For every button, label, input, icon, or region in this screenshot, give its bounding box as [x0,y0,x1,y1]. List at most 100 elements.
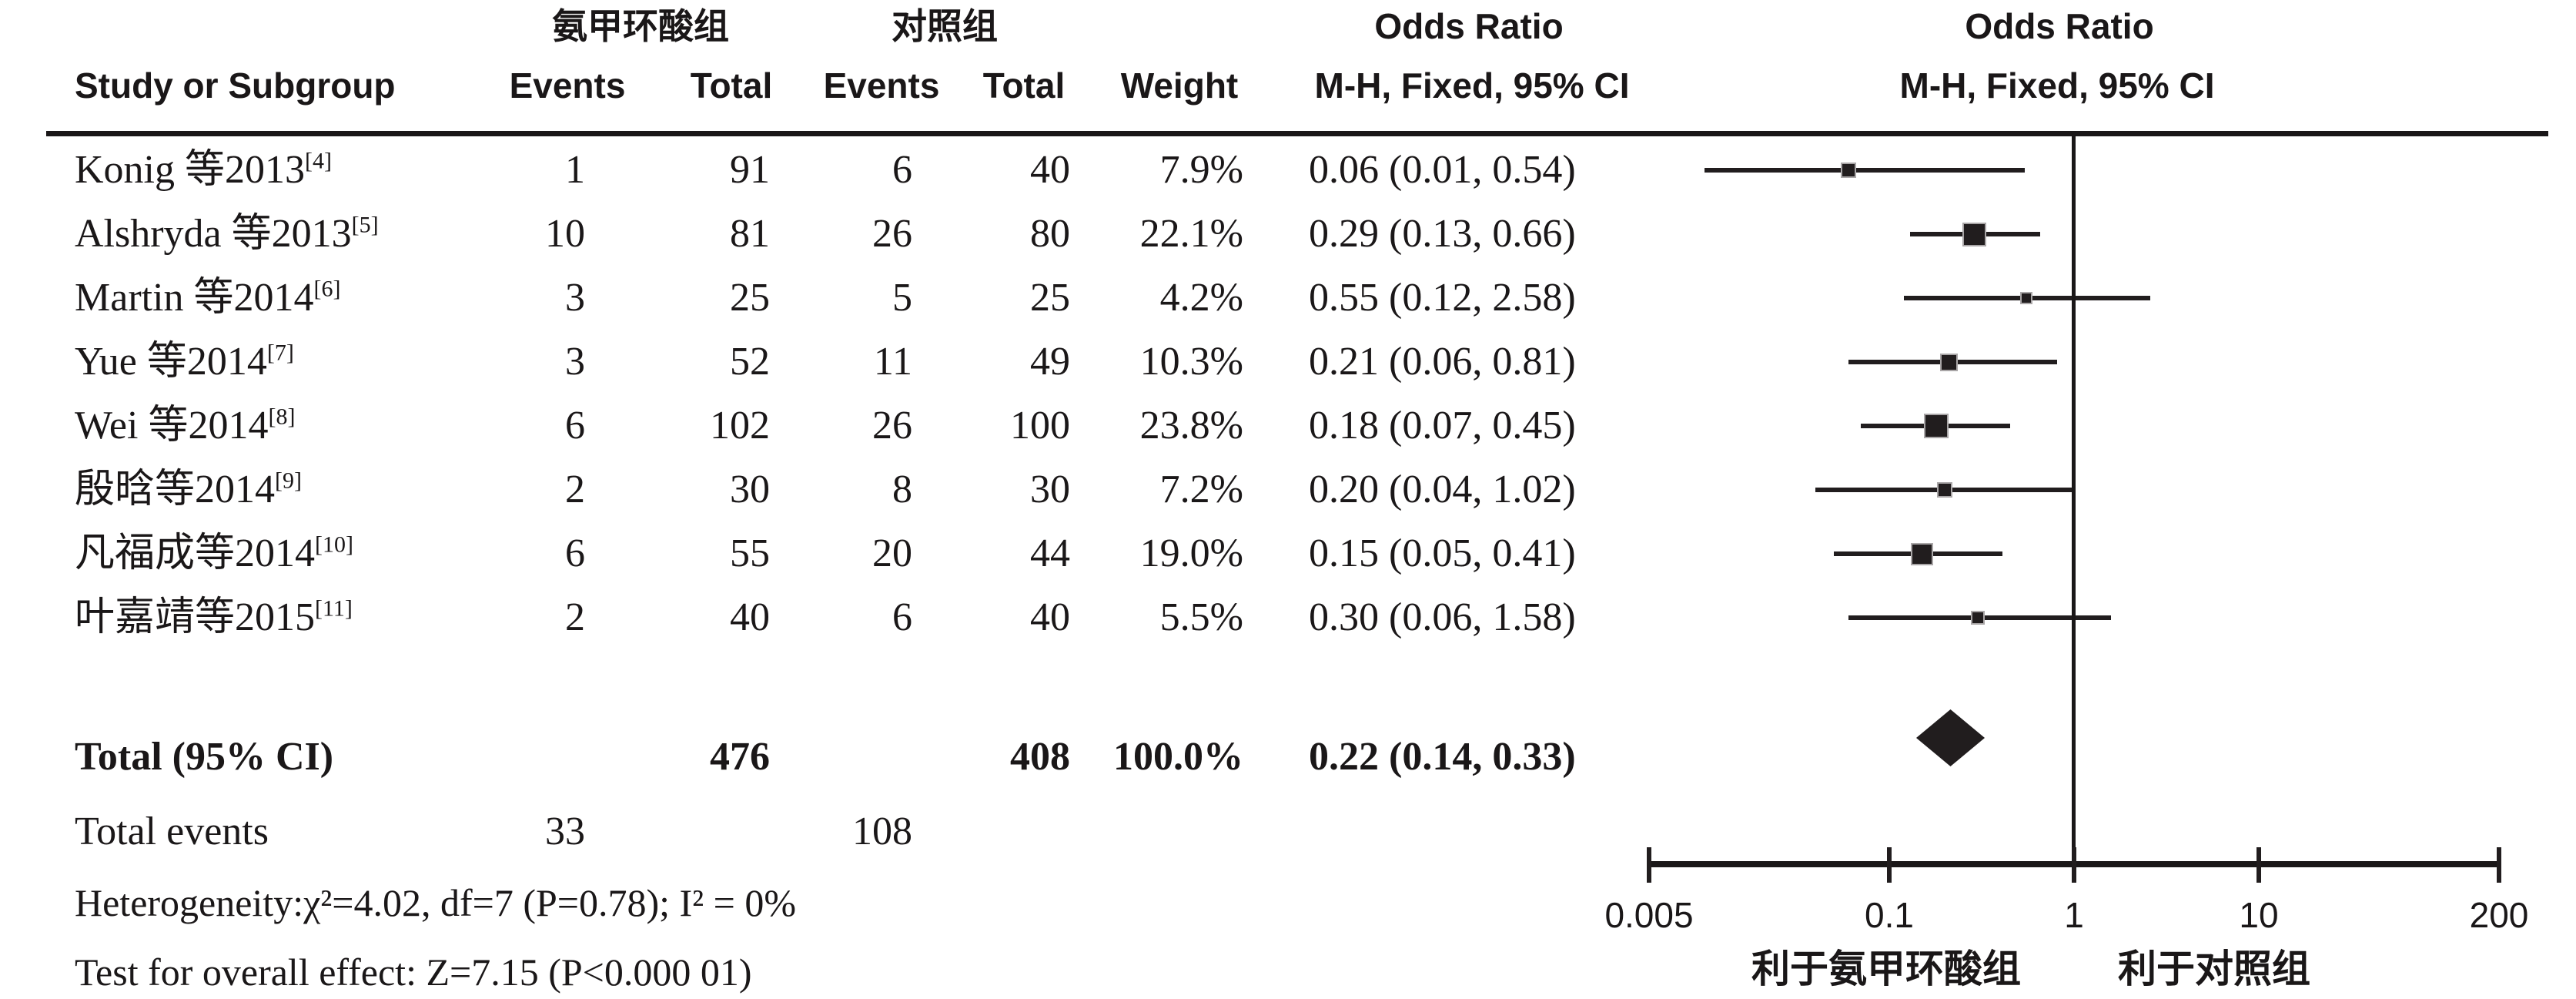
study-ref-superscript: [6] [313,276,341,302]
total1-cell: 25 [730,276,770,320]
odds-ratio-plot-title: Odds Ratio [1965,6,2154,46]
or-ci-cell: 0.06 (0.01, 0.54) [1309,148,1576,192]
study-ref-superscript: [4] [305,148,332,174]
effect-square-marker [1912,545,1932,564]
total-row-total2: 408 [1010,735,1070,779]
x-axis-tick-label: 0.1 [1865,895,1914,935]
total1-cell: 55 [730,531,770,575]
total-row-total1: 476 [710,735,770,779]
events2-column-header: Events [823,65,940,106]
events2-cell: 5 [892,276,912,320]
effect-square-marker [1939,484,1951,496]
total-events-group1: 33 [545,810,585,853]
effect-square-marker [1925,415,1947,437]
favors-left-label: 利于氨甲环酸组 [1751,947,2021,991]
study-label: Yue 等2014[7] [75,340,294,384]
events2-cell: 26 [872,212,912,256]
study-label: 凡福成等2014[10] [75,531,353,575]
group2-header: 对照组 [892,6,998,46]
weight-cell: 4.2% [1159,276,1243,320]
events1-cell: 3 [565,276,585,320]
total1-cell: 30 [730,468,770,511]
events1-column-header: Events [509,65,626,106]
weight-cell: 7.9% [1159,148,1243,192]
events2-cell: 20 [872,531,912,575]
events2-cell: 6 [892,148,912,192]
heterogeneity-text: Heterogeneity:χ²=4.02, df=7 (P=0.78); I²… [75,881,797,924]
null-effect-vertical-line [2072,136,2076,861]
mh-ci-plot-header: M-H, Fixed, 95% CI [1899,65,2215,106]
total1-cell: 40 [730,595,770,639]
total2-cell: 30 [1030,468,1070,511]
weight-cell: 7.2% [1159,468,1243,511]
ci-line [1705,168,2025,173]
summary-diamond [1916,709,1985,766]
study-label: 叶嘉靖等2015[11] [75,595,353,639]
study-ref-superscript: [9] [275,468,302,494]
total1-cell: 91 [730,148,770,192]
events1-cell: 6 [565,404,585,448]
x-axis-tick [2497,847,2501,883]
total-row-or-ci: 0.22 (0.14, 0.33) [1309,735,1576,779]
events2-cell: 11 [873,340,912,384]
total1-cell: 52 [730,340,770,384]
odds-ratio-column-title: Odds Ratio [1374,6,1564,46]
or-ci-cell: 0.30 (0.06, 1.58) [1309,595,1576,639]
effect-square-marker [2022,293,2031,303]
x-axis-tick-label: 1 [2064,895,2084,935]
study-column-header: Study or Subgroup [75,65,396,106]
x-axis-tick [1887,847,1892,883]
effect-square-marker [1964,224,1985,245]
events1-cell: 3 [565,340,585,384]
weight-cell: 19.0% [1139,531,1243,575]
events1-cell: 2 [565,595,585,639]
events2-cell: 6 [892,595,912,639]
effect-square-marker [1942,355,1956,370]
events2-cell: 8 [892,468,912,511]
x-axis-tick-label: 0.005 [1604,895,1694,935]
or-ci-cell: 0.29 (0.13, 0.66) [1309,212,1576,256]
header-divider-rule [46,131,2548,136]
or-ci-cell: 0.18 (0.07, 0.45) [1309,404,1576,448]
study-label: Wei 等2014[8] [75,404,296,448]
or-ci-cell: 0.15 (0.05, 0.41) [1309,531,1576,575]
study-label: Konig 等2013[4] [75,148,332,192]
group1-header: 氨甲环酸组 [552,6,729,46]
study-ref-superscript: [5] [351,212,379,238]
events1-cell: 10 [545,212,585,256]
events2-cell: 26 [872,404,912,448]
favors-right-label: 利于对照组 [2118,947,2310,991]
total-row-weight: 100.0% [1113,735,1243,779]
total-row-label: Total (95% CI) [75,735,334,779]
events1-cell: 2 [565,468,585,511]
study-label: Martin 等2014[6] [75,276,341,320]
weight-column-header: Weight [1120,65,1239,106]
study-ref-superscript: [10] [315,531,353,558]
x-axis-tick-label: 10 [2239,895,2279,935]
total2-cell: 40 [1030,148,1070,192]
overall-effect-text: Test for overall effect: Z=7.15 (P<0.000… [75,950,752,994]
weight-cell: 23.8% [1139,404,1243,448]
or-ci-cell: 0.21 (0.06, 0.81) [1309,340,1576,384]
x-axis-tick-label: 200 [2469,895,2529,935]
weight-cell: 22.1% [1139,212,1243,256]
events1-cell: 6 [565,531,585,575]
x-axis-tick [1647,847,1651,883]
total1-cell: 102 [710,404,770,448]
x-axis-tick [2072,847,2076,883]
mh-ci-column-header: M-H, Fixed, 95% CI [1314,65,1630,106]
or-ci-cell: 0.20 (0.04, 1.02) [1309,468,1576,511]
total2-cell: 44 [1030,531,1070,575]
study-ref-superscript: [7] [266,340,294,366]
study-ref-superscript: [8] [268,404,296,430]
total2-cell: 100 [1010,404,1070,448]
total2-cell: 40 [1030,595,1070,639]
study-label: Alshryda 等2013[5] [75,212,379,256]
study-ref-superscript: [11] [315,595,353,622]
total2-column-header: Total [982,65,1066,106]
total2-cell: 49 [1030,340,1070,384]
x-axis-tick [2257,847,2261,883]
total1-column-header: Total [690,65,773,106]
study-label: 殷晗等2014[9] [75,468,302,511]
